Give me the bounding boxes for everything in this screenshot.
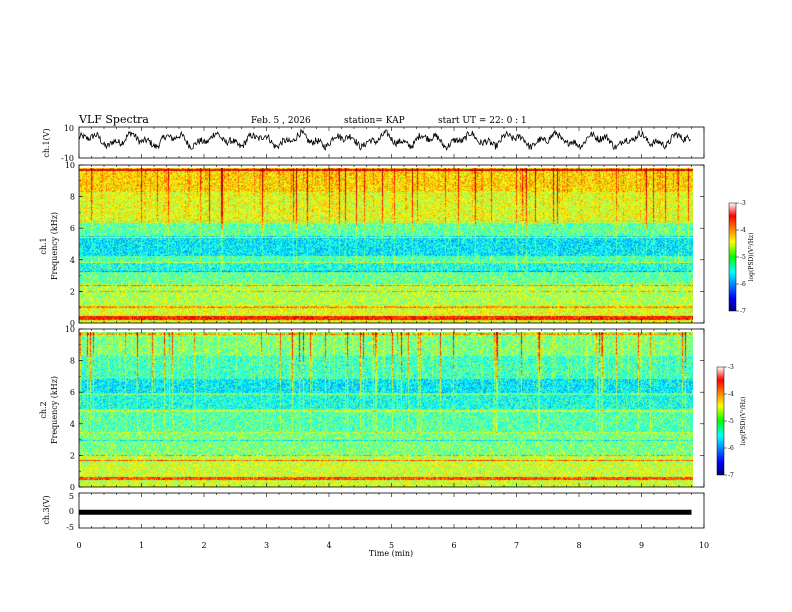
ch3-voltage-trace (79, 509, 692, 515)
ch3-ytick-top: 5 (69, 492, 74, 501)
ch3-voltage-panel: 5 0 -5 ch.3(V) (42, 492, 705, 532)
ch2-colorbar-label: log(PSD)(V²/Hz) (740, 397, 747, 446)
colorbar-tick-label: -5 (728, 418, 734, 425)
ch1-colorbar-label: log(PSD)(V²/Hz) (748, 233, 755, 282)
colorbar-tick-label: -3 (740, 200, 746, 207)
ch1-colorbar: -3 -4 -5 -6 -7 log(PSD)(V²/Hz) (728, 200, 755, 315)
y-tick-label: 0 (70, 319, 75, 328)
colorbar-tick-label: -5 (740, 254, 746, 261)
ch3-ytick-mid: 0 (69, 507, 74, 516)
ch2-spectrogram-panel: 0 2 4 6 8 10 ch.2 Frequency (kHz) (39, 325, 705, 492)
ch2-spec-ylabel-channel: ch.2 (39, 401, 48, 418)
x-tick-label: 5 (389, 541, 394, 550)
colorbar-tick-label: -3 (728, 364, 734, 371)
y-tick-label: 0 (70, 483, 75, 492)
colorbar-tick-label: -4 (728, 391, 734, 398)
x-tick-label: 6 (451, 541, 456, 550)
y-tick-label: 2 (70, 451, 75, 460)
ch1-ytick-bottom: -10 (61, 154, 74, 163)
start-time-label: start UT = 22: 0 : 1 (438, 116, 527, 126)
figure-header: VLF Spectra Feb. 5 , 2026 station= KAP s… (78, 113, 527, 126)
x-tick-label: 0 (76, 541, 81, 550)
ch1-spectrogram-panel: 0 2 4 6 8 10 ch.1 Frequency (kHz) (39, 161, 705, 328)
ch3-ytick-bottom: -5 (66, 523, 74, 532)
station-label: station= KAP (344, 116, 405, 126)
ch1-ytick-top: 10 (64, 124, 74, 133)
x-tick-labels: 0 1 2 3 4 5 6 7 8 9 10 (76, 541, 709, 550)
colorbar-tick-label: -7 (740, 308, 746, 315)
colorbar-tick-label: -6 (728, 445, 734, 452)
ch1-spec-ylabel-channel: ch.1 (39, 237, 48, 254)
x-axis-label: Time (min) (369, 549, 413, 558)
x-tick-label: 4 (326, 541, 331, 550)
y-tick-label: 4 (70, 256, 75, 265)
x-tick-label: 2 (201, 541, 206, 550)
colorbar-tick-label: -6 (740, 281, 746, 288)
ch1-waveform-line (78, 128, 691, 151)
ch1-ylabel: ch.1(V) (42, 128, 51, 157)
x-tick-label: 9 (639, 541, 644, 550)
x-tick-label: 7 (514, 541, 519, 550)
x-tick-label: 1 (139, 541, 144, 550)
y-tick-label: 8 (70, 193, 75, 202)
ch1-spec-ylabel-frequency: Frequency (kHz) (50, 212, 59, 280)
y-tick-label: 6 (70, 224, 75, 233)
ch1-waveform-panel: 10 -10 ch.1(V) (42, 124, 705, 163)
x-tick-label: 3 (264, 541, 269, 550)
ch2-colorbar: -3 -4 -5 -6 -7 log(PSD)(V²/Hz) (716, 364, 747, 479)
y-tick-label: 8 (70, 357, 75, 366)
date-label: Feb. 5 , 2026 (251, 116, 311, 126)
ch2-spectrogram-image (79, 332, 693, 487)
y-tick-label: 2 (70, 287, 75, 296)
colorbar-tick-label: -4 (740, 227, 746, 234)
y-tick-label: 4 (70, 420, 75, 429)
y-tick-label: 10 (65, 161, 75, 170)
x-tick-label: 8 (576, 541, 581, 550)
ch1-spectrogram-image (79, 168, 693, 323)
x-tick-label: 10 (699, 541, 709, 550)
ch2-spec-ylabel-frequency: Frequency (kHz) (50, 376, 59, 444)
ch3-ylabel: ch.3(V) (42, 495, 51, 524)
y-tick-label: 6 (70, 388, 75, 397)
y-tick-label: 10 (65, 325, 75, 334)
colorbar-tick-label: -7 (728, 472, 734, 479)
figure-title: VLF Spectra (78, 113, 149, 126)
